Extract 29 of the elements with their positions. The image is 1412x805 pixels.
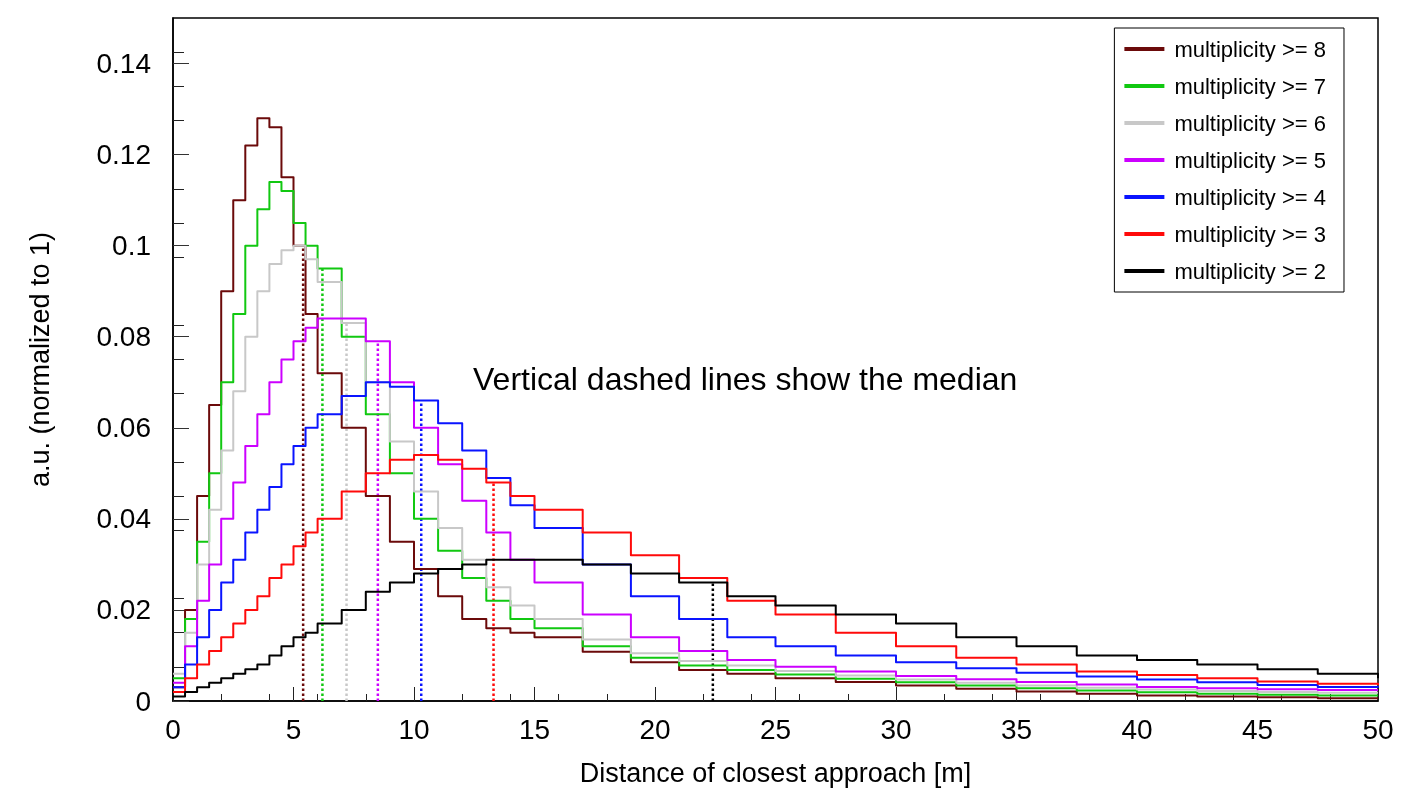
x-axis-title: Distance of closest approach [m] — [579, 757, 972, 788]
x-tick-label: 10 — [398, 713, 430, 745]
y-tick-label: 0.14 — [96, 48, 151, 80]
x-tick-label: 30 — [880, 713, 912, 745]
x-tick-label: 5 — [285, 713, 302, 745]
legend-label: multiplicity >= 2 — [1174, 258, 1327, 284]
y-tick-label: 0.02 — [96, 594, 151, 626]
x-tick-label: 40 — [1121, 713, 1153, 745]
y-tick-label: 0.12 — [96, 139, 151, 171]
legend-label: multiplicity >= 5 — [1174, 147, 1327, 173]
y-tick-label: 0.06 — [96, 412, 151, 444]
legend-label: multiplicity >= 4 — [1174, 184, 1327, 210]
y-tick-label: 0.08 — [96, 321, 151, 353]
y-tick-label: 0.1 — [112, 230, 151, 262]
x-tick-label: 25 — [759, 713, 792, 745]
y-tick-label: 0.04 — [96, 503, 151, 535]
legend-label: multiplicity >= 7 — [1174, 73, 1327, 99]
legend-label: multiplicity >= 8 — [1174, 36, 1327, 62]
y-tick-label: 0 — [135, 685, 151, 717]
legend-label: multiplicity >= 6 — [1174, 110, 1327, 136]
y-axis-title: a.u. (normalized to 1) — [24, 231, 55, 488]
annotation: Vertical dashed lines show the median — [473, 361, 1018, 397]
x-tick-label: 20 — [639, 713, 671, 745]
x-tick-label: 45 — [1241, 713, 1274, 745]
legend-label: multiplicity >= 3 — [1174, 221, 1327, 247]
x-tick-label: 0 — [165, 713, 181, 745]
x-tick-label: 35 — [1000, 713, 1033, 745]
x-tick-label: 50 — [1362, 713, 1394, 745]
x-tick-label: 15 — [518, 713, 551, 745]
